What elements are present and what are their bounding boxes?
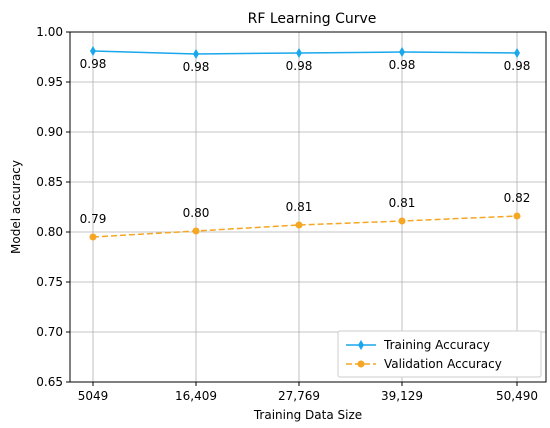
x-tick-label: 50,490: [496, 389, 538, 403]
legend-marker-validation: [357, 360, 365, 368]
y-tick-label: 0.75: [36, 275, 63, 289]
training-data-label: 0.98: [504, 59, 531, 73]
training-data-label: 0.98: [183, 60, 210, 74]
y-axis-ticks: 0.65 0.70 0.75 0.80 0.85 0.90 0.95 1.00: [36, 25, 70, 389]
legend: Training Accuracy Validation Accuracy: [337, 330, 542, 378]
validation-point: [89, 233, 97, 241]
plot-frame: [69, 31, 547, 383]
training-data-label: 0.98: [286, 59, 313, 73]
y-tick-label: 0.95: [36, 75, 63, 89]
validation-point: [192, 227, 200, 235]
x-tick-label: 27,769: [278, 389, 320, 403]
training-point: [296, 48, 302, 58]
y-tick-label: 0.80: [36, 225, 63, 239]
validation-data-label: 0.79: [80, 212, 107, 226]
y-tick-label: 0.90: [36, 125, 63, 139]
training-point: [90, 46, 96, 56]
validation-point: [398, 217, 406, 225]
x-tick-label: 16,409: [175, 389, 217, 403]
validation-data-label: 0.82: [504, 191, 531, 205]
validation-data-label: 0.80: [183, 206, 210, 220]
x-axis-label: Training Data Size: [253, 408, 362, 422]
legend-label-validation: Validation Accuracy: [384, 357, 502, 371]
validation-data-label: 0.81: [286, 200, 313, 214]
y-tick-label: 0.65: [36, 375, 63, 389]
training-data-label: 0.98: [80, 57, 107, 71]
series-layer: 0.98 0.98 0.98 0.98 0.98 0.79 0.80 0.81 0.81 0.82: [80, 46, 531, 241]
validation-point: [513, 212, 521, 220]
x-axis-ticks: 5049 16,409 27,769 39,129 50,490: [78, 382, 538, 403]
legend-label-training: Training Accuracy: [383, 338, 490, 352]
training-point: [399, 47, 405, 57]
y-tick-label: 0.70: [36, 325, 63, 339]
y-tick-label: 1.00: [36, 25, 63, 39]
validation-point: [295, 221, 303, 229]
legend-box: [337, 330, 542, 378]
validation-data-label: 0.81: [389, 196, 416, 210]
legend-marker-training: [358, 340, 364, 350]
chart-title: RF Learning Curve: [248, 11, 377, 27]
y-axis-label: Model accuracy: [9, 160, 23, 254]
training-point: [514, 48, 520, 58]
x-tick-label: 5049: [78, 389, 109, 403]
series-line-validation: [92, 215, 518, 238]
y-tick-label: 0.85: [36, 175, 63, 189]
x-tick-label: 39,129: [381, 389, 423, 403]
training-data-label: 0.98: [389, 58, 416, 72]
training-point: [193, 49, 199, 59]
